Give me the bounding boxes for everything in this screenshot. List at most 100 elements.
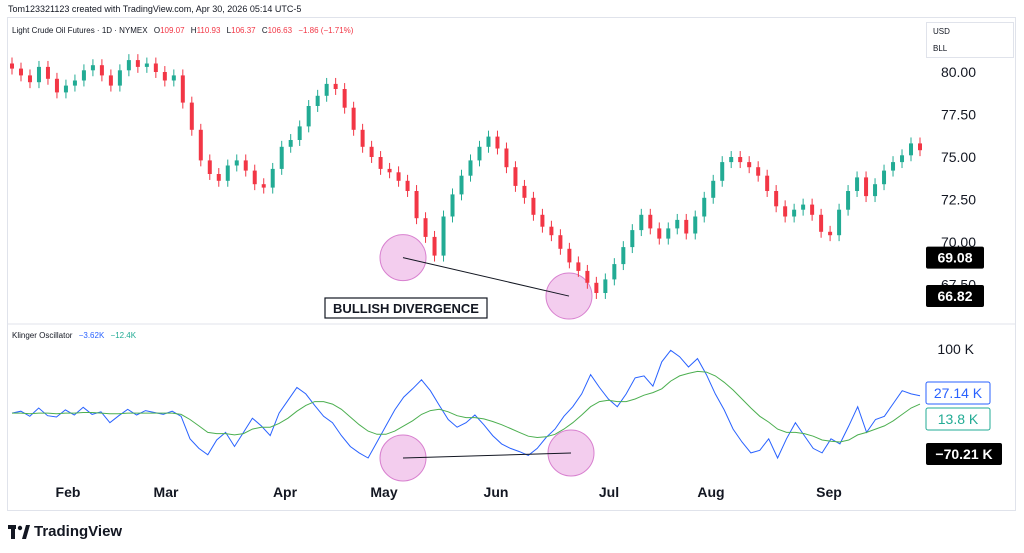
candle-body <box>450 194 455 217</box>
candle-body <box>459 175 464 195</box>
candle-body <box>234 160 239 166</box>
candle-body <box>729 157 734 163</box>
ohlc-high: H110.93 <box>190 26 221 35</box>
candle-body <box>432 236 437 256</box>
candle-body <box>36 66 41 83</box>
time-tick-apr: Apr <box>273 484 298 500</box>
candle-body <box>810 204 815 215</box>
svg-text:69.08: 69.08 <box>937 250 972 266</box>
svg-text:−70.21 K: −70.21 K <box>935 446 992 462</box>
candle-body <box>81 70 86 81</box>
candle-body <box>828 231 833 236</box>
candle-body <box>99 65 104 76</box>
candle-body <box>702 197 707 217</box>
indicator-marker: −70.21 K <box>926 443 1002 465</box>
candle-body <box>738 157 743 163</box>
candle-body <box>405 180 410 191</box>
candle-body <box>576 262 581 271</box>
candle-body <box>882 170 887 185</box>
candle-body <box>423 218 428 237</box>
candle-body <box>441 216 446 256</box>
price-tick-label: 70.00 <box>941 234 976 250</box>
candle-body <box>468 160 473 176</box>
candle-body <box>180 75 185 103</box>
candle-body <box>873 184 878 197</box>
candle-body <box>585 270 590 283</box>
klinger-line <box>11 349 921 460</box>
candle-body <box>72 80 77 86</box>
candle-body <box>369 146 374 157</box>
attribution-text: Tom123321123 created with TradingView.co… <box>8 4 302 14</box>
candle-body <box>360 129 365 147</box>
candle-body <box>27 75 32 83</box>
time-tick-feb: Feb <box>56 484 81 500</box>
candle-body <box>783 206 788 217</box>
candle-body <box>117 70 122 86</box>
candle-body <box>297 126 302 140</box>
tradingview-logo[interactable]: TradingView <box>8 523 122 540</box>
candle-body <box>900 155 905 163</box>
unit-label: BLL <box>933 44 948 53</box>
candle-body <box>207 160 212 174</box>
ohlc-change: −1.86 (−1.71%) <box>298 26 354 35</box>
candle-body <box>837 209 842 236</box>
candle-body <box>153 63 158 72</box>
symbol-legend[interactable]: Light Crude Oil Futures · 1D · NYMEX O10… <box>12 26 353 35</box>
candle-body <box>333 83 338 89</box>
candle-body <box>747 162 752 168</box>
candle-body <box>909 143 914 156</box>
symbol-title: Light Crude Oil Futures · 1D · NYMEX <box>12 26 148 35</box>
candle-body <box>270 168 275 188</box>
price-tick-label: 72.50 <box>941 192 976 208</box>
candle-body <box>522 185 527 198</box>
ohlc-close: C106.63 <box>261 26 293 35</box>
time-tick-sep: Sep <box>816 484 842 500</box>
candle-body <box>657 228 662 239</box>
candle-body <box>684 219 689 234</box>
candle-body <box>126 60 131 71</box>
svg-text:66.82: 66.82 <box>937 288 972 304</box>
candle-body <box>225 165 230 181</box>
price-tick-label: 77.50 <box>941 107 976 123</box>
candle-body <box>648 214 653 229</box>
ohlc-low: L106.37 <box>226 26 256 35</box>
candle-body <box>486 136 491 147</box>
svg-text:13.8 K: 13.8 K <box>938 411 979 427</box>
candle-body <box>846 191 851 210</box>
candle-body <box>630 230 635 248</box>
logo-text: TradingView <box>34 523 123 540</box>
candle-body <box>387 168 392 173</box>
candle-body <box>567 248 572 263</box>
candle-body <box>531 197 536 215</box>
candle-body <box>351 107 356 130</box>
price-marker: 66.82 <box>926 285 984 308</box>
candle-body <box>315 95 320 106</box>
ohlc-open: O109.07 <box>153 26 185 35</box>
candle-body <box>504 148 509 168</box>
candle-body <box>135 60 140 67</box>
candle-body <box>324 83 329 96</box>
candle-body <box>855 177 860 191</box>
candle-body <box>477 146 482 161</box>
candle-body <box>603 279 608 293</box>
currency-unit-box[interactable]: USD BLL <box>926 22 1014 58</box>
candle-body <box>342 89 347 108</box>
time-tick-may: May <box>370 484 397 500</box>
candle-body <box>639 214 644 231</box>
candle-body <box>45 66 50 79</box>
candle-body <box>162 72 167 81</box>
candle-body <box>540 214 545 227</box>
candle-body <box>279 146 284 169</box>
signal-line <box>12 370 921 443</box>
price-tick-label: 75.00 <box>941 149 976 165</box>
indicator-value-1: −3.62K <box>78 331 105 340</box>
candle-body <box>144 63 149 67</box>
candle-body <box>774 191 779 207</box>
indicator-legend[interactable]: Klinger Oscillator −3.62K −12.4K <box>12 331 136 340</box>
chart-frame <box>7 17 1016 511</box>
candle-body <box>621 247 626 265</box>
currency-label: USD <box>933 27 950 36</box>
candle-body <box>891 162 896 171</box>
candle-body <box>801 204 806 210</box>
